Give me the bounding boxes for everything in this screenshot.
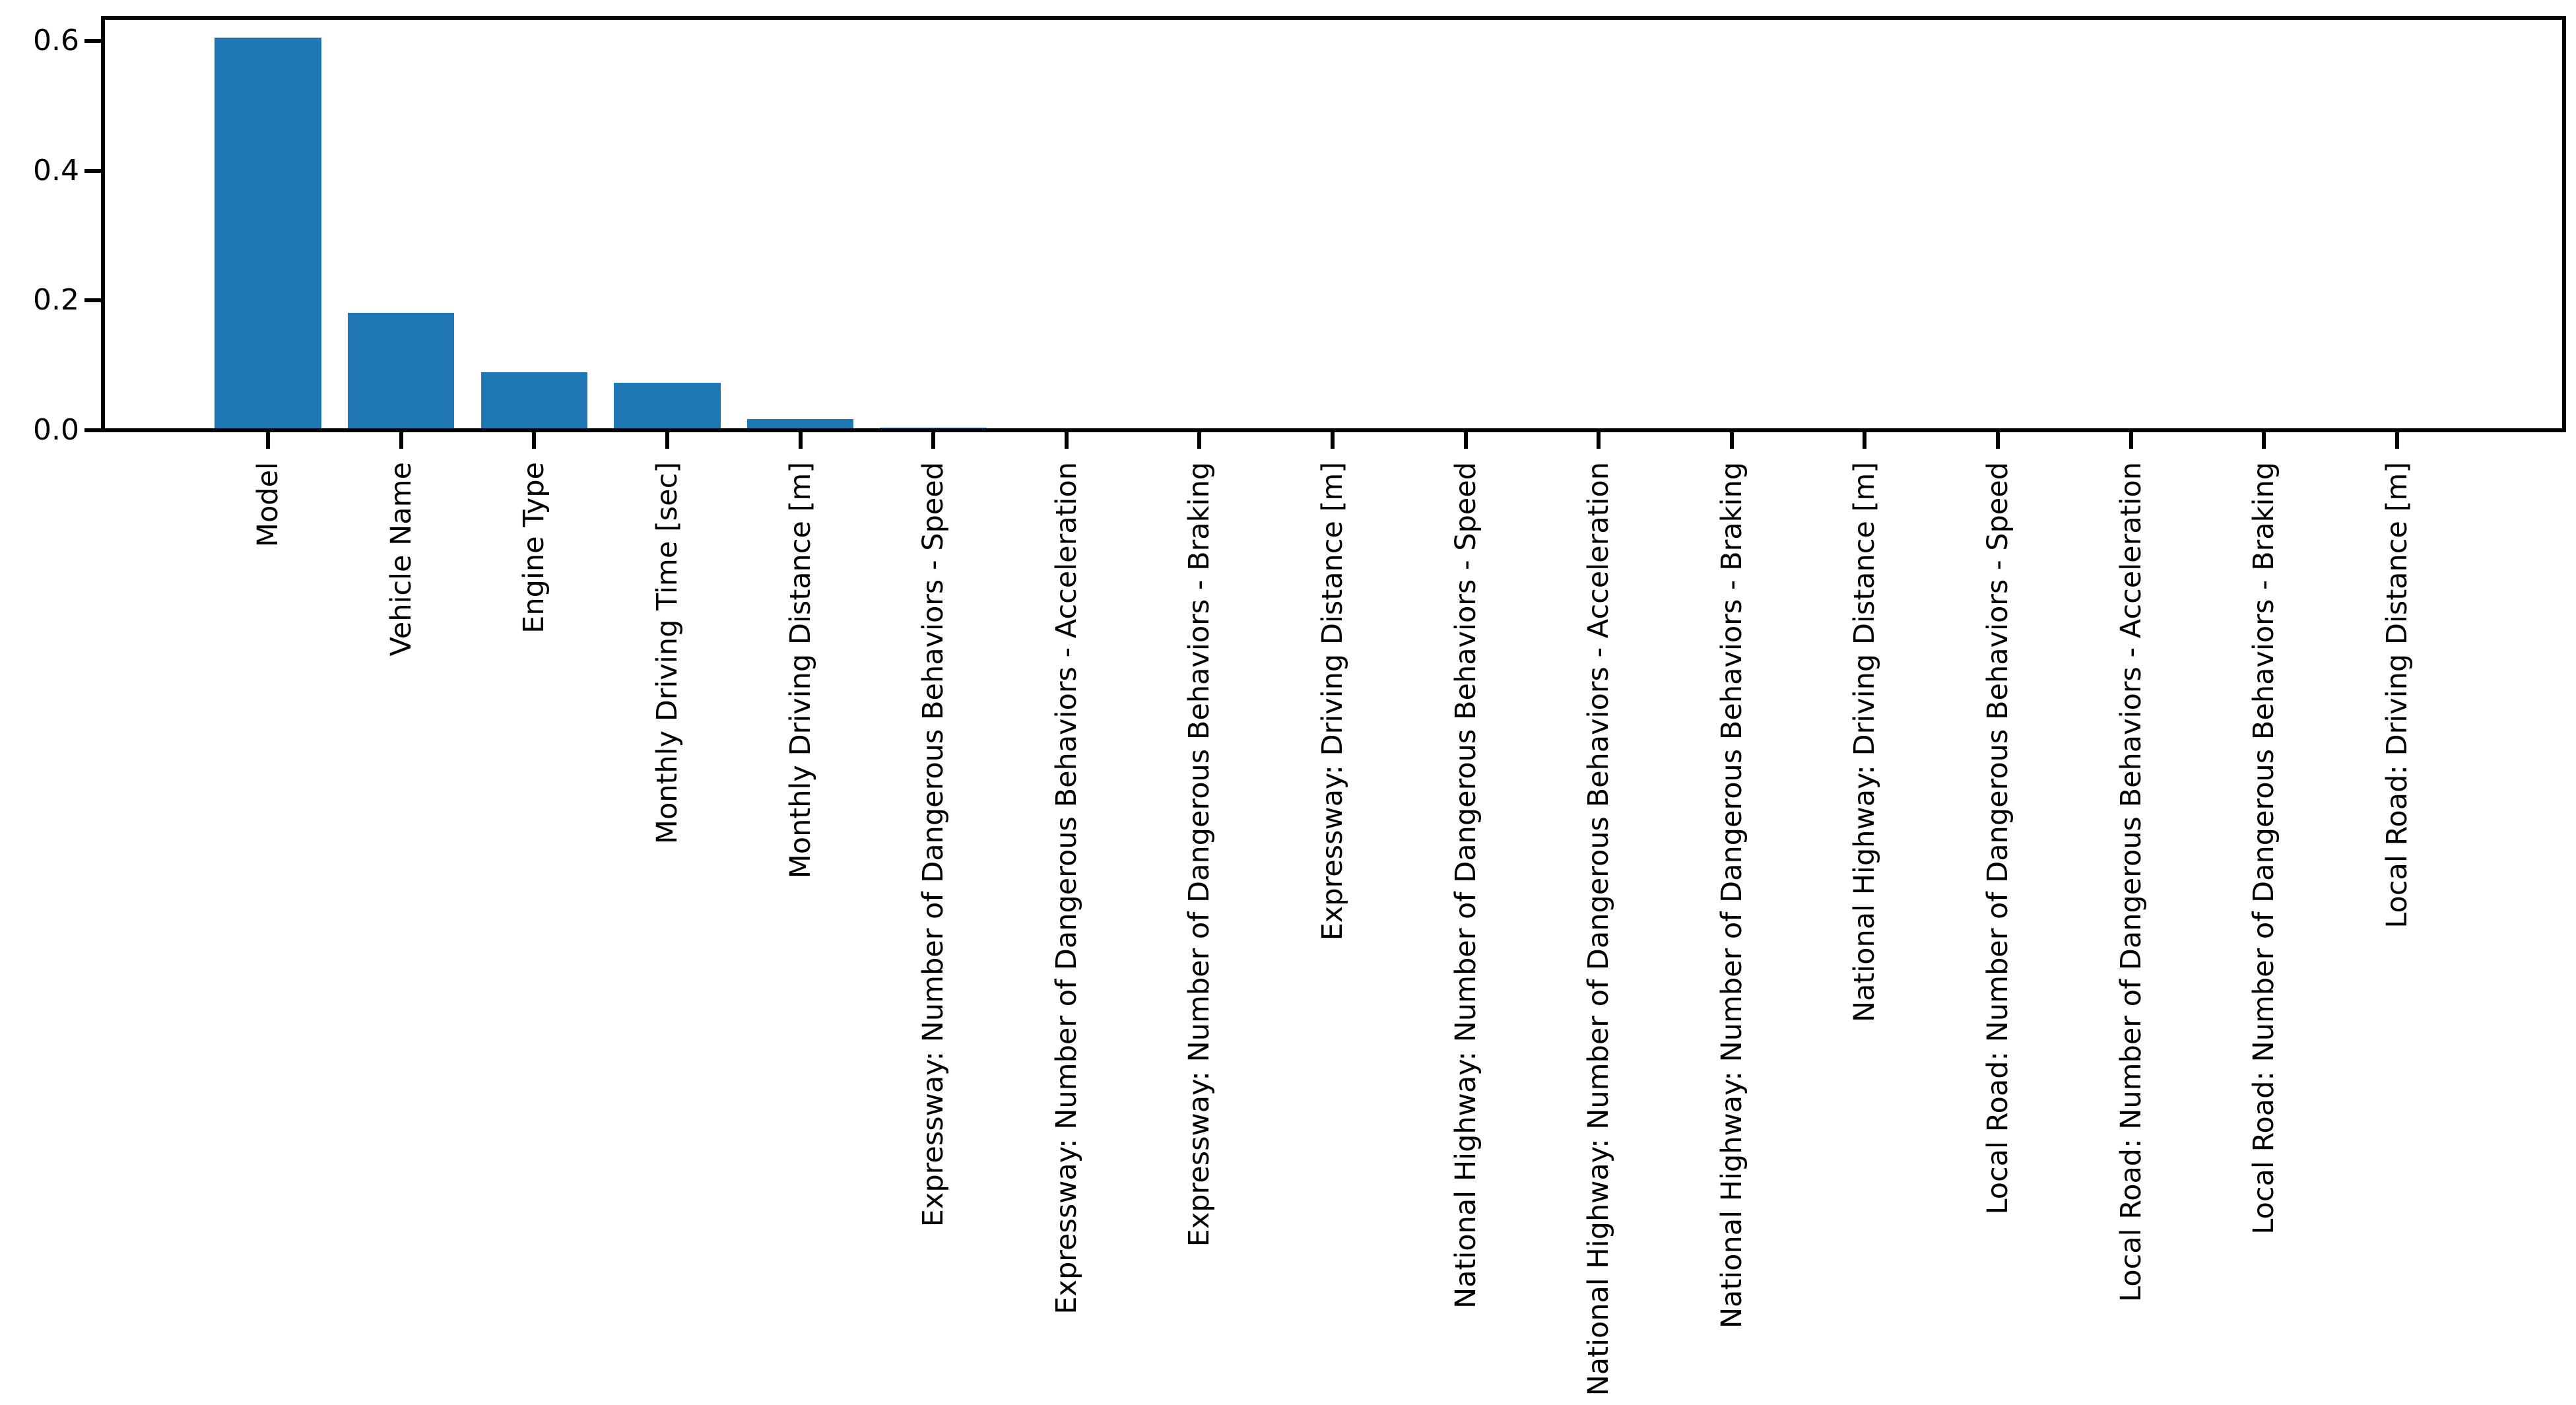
x-tick bbox=[532, 432, 537, 449]
x-tick bbox=[1729, 432, 1734, 449]
bar bbox=[215, 38, 321, 430]
x-tick-label: Engine Type bbox=[517, 462, 551, 634]
x-tick bbox=[2129, 432, 2133, 449]
x-tick-label: Local Road: Number of Dangerous Behavior… bbox=[1981, 462, 2015, 1215]
x-tick-label: National Highway: Number of Dangerous Be… bbox=[1715, 462, 1748, 1329]
x-tick-label: National Highway: Number of Dangerous Be… bbox=[1449, 462, 1482, 1309]
plot-area bbox=[101, 16, 2566, 432]
y-tick-label: 0.0 bbox=[33, 413, 79, 447]
bar bbox=[614, 383, 721, 430]
y-tick bbox=[84, 298, 101, 303]
x-tick-label: Expressway: Number of Dangerous Behavior… bbox=[1183, 462, 1216, 1247]
y-tick bbox=[84, 39, 101, 44]
bar bbox=[480, 372, 587, 430]
x-tick bbox=[1197, 432, 1202, 449]
bar bbox=[880, 427, 987, 430]
y-tick-label: 0.4 bbox=[33, 153, 79, 187]
x-tick bbox=[1863, 432, 1867, 449]
bar bbox=[746, 419, 854, 430]
x-tick-label: Model bbox=[251, 462, 284, 548]
x-tick bbox=[665, 432, 669, 449]
x-tick-label: Vehicle Name bbox=[384, 462, 418, 657]
x-tick-label: Expressway: Number of Dangerous Behavior… bbox=[1049, 462, 1083, 1315]
x-tick bbox=[2394, 432, 2399, 449]
x-tick-label: Expressway: Driving Distance [m] bbox=[1316, 462, 1349, 941]
x-tick-label: Monthly Driving Distance [m] bbox=[783, 462, 817, 879]
x-tick bbox=[1064, 432, 1069, 449]
x-tick-label: National Highway: Number of Dangerous Be… bbox=[1582, 462, 1616, 1396]
x-tick bbox=[399, 432, 403, 449]
x-tick bbox=[1331, 432, 1335, 449]
bar bbox=[1013, 428, 1120, 430]
y-tick bbox=[84, 428, 101, 432]
x-tick bbox=[2262, 432, 2266, 449]
y-tick-label: 0.6 bbox=[33, 24, 79, 58]
x-tick bbox=[1463, 432, 1468, 449]
x-tick bbox=[798, 432, 803, 449]
x-tick-label: Monthly Driving Time [sec] bbox=[650, 462, 684, 845]
x-tick-label: Local Road: Driving Distance [m] bbox=[2380, 462, 2414, 929]
x-tick bbox=[931, 432, 936, 449]
x-tick bbox=[1996, 432, 2000, 449]
y-tick-label: 0.2 bbox=[33, 283, 79, 317]
x-tick-label: Expressway: Number of Dangerous Behavior… bbox=[917, 462, 950, 1227]
bar bbox=[347, 313, 455, 430]
x-tick-label: Local Road: Number of Dangerous Behavior… bbox=[2114, 462, 2148, 1302]
x-tick bbox=[266, 432, 270, 449]
x-tick-label: Local Road: Number of Dangerous Behavior… bbox=[2247, 462, 2281, 1235]
y-tick bbox=[84, 168, 101, 173]
x-tick-label: National Highway: Driving Distance [m] bbox=[1848, 462, 1882, 1023]
x-tick bbox=[1597, 432, 1601, 449]
